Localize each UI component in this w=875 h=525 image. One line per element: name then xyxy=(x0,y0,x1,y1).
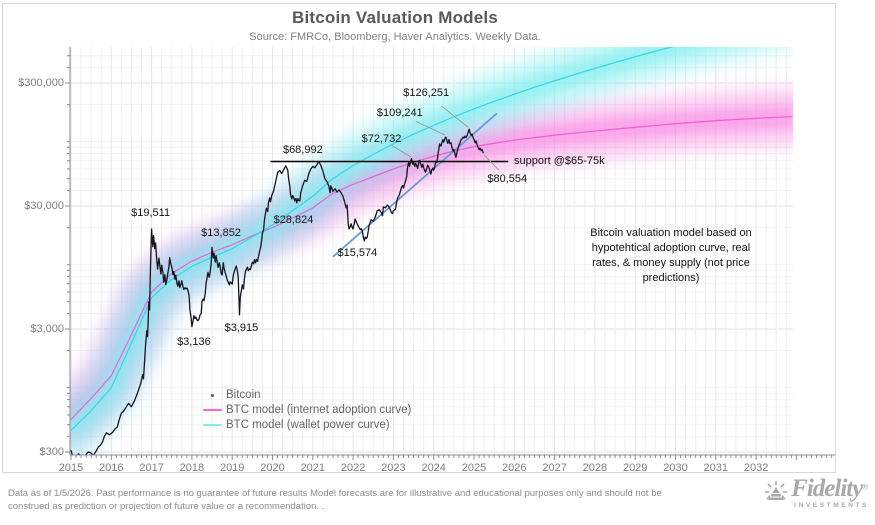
leader-lines xyxy=(391,105,500,171)
legend-item: BTC model (wallet power curve) xyxy=(203,417,411,432)
chart-subtitle: Source: FMRCo, Bloomberg, Haver Analytic… xyxy=(249,31,541,43)
x-axis-year-label: 2027 xyxy=(542,462,567,474)
price-annotation: $72,732 xyxy=(361,132,402,145)
x-axis-year-label: 2023 xyxy=(381,462,406,474)
x-axis-year-label: 2018 xyxy=(179,462,205,474)
x-axis-year-label: 2025 xyxy=(461,462,487,474)
price-annotation: $80,554 xyxy=(487,173,528,186)
axes xyxy=(65,47,835,460)
legend-dot-marker xyxy=(203,390,222,400)
model-note-box: Bitcoin valuation model based on hypoteh… xyxy=(578,226,764,286)
x-axis-year-label: 2017 xyxy=(139,462,164,474)
x-axis-year-label: 2024 xyxy=(421,462,446,474)
legend-label: BTC model (internet adoption curve) xyxy=(226,403,412,416)
x-axis-year-label: 2029 xyxy=(622,462,648,474)
price-annotation: $3,136 xyxy=(177,335,211,348)
x-axis-year-label: 2016 xyxy=(99,462,124,474)
x-axis-year-label: 2030 xyxy=(663,462,688,474)
x-axis-year-label: 2022 xyxy=(340,462,366,474)
disclaimer-line: Data as of 1/5/2026. Past performance is… xyxy=(8,488,662,499)
x-axis-year-label: 2026 xyxy=(502,462,527,474)
legend-item: BTC model (internet adoption curve) xyxy=(203,402,411,417)
price-annotation: $19,511 xyxy=(131,206,171,219)
model-note-line: rates, & money supply (not price xyxy=(592,257,750,269)
legend-line-swatch xyxy=(203,423,222,426)
x-axis-year-label: 2019 xyxy=(219,462,245,474)
trend-line xyxy=(332,112,498,258)
fidelity-brand-text: Fidelity xyxy=(791,475,863,502)
price-annotation: $109,241 xyxy=(376,106,423,119)
y-axis-tick-label: $300 xyxy=(39,446,64,458)
figure-border xyxy=(2,3,836,473)
y-axis-tick-label: $300,000 xyxy=(18,77,64,89)
x-axis-year-label: 2031 xyxy=(703,462,729,474)
price-annotation: $126,251 xyxy=(403,87,450,100)
fidelity-logo-text: Fidelity® INVESTMENTS xyxy=(791,475,869,509)
disclaimer-text: Data as of 1/5/2026. Past performance is… xyxy=(8,487,662,513)
bitcoin-price-line xyxy=(70,128,484,455)
price-annotation: $15,574 xyxy=(337,247,378,260)
model-note-line: Bitcoin valuation model based on xyxy=(590,227,752,239)
model-bands xyxy=(70,47,793,455)
y-axis-tick-label: $30,000 xyxy=(24,200,64,212)
x-axis-year-label: 2032 xyxy=(743,462,769,474)
chart-legend: Bitcoin BTC model (internet adoption curv… xyxy=(203,387,411,432)
x-axis-year-label: 2015 xyxy=(58,462,84,474)
model-note-line: hypotehtical adoption curve, real xyxy=(591,242,751,254)
price-annotation: $28,824 xyxy=(273,214,314,227)
price-annotation: $3,915 xyxy=(224,321,259,334)
legend-item: Bitcoin xyxy=(203,387,411,402)
chart-title: Bitcoin Valuation Models xyxy=(292,8,498,27)
price-annotation: $13,852 xyxy=(201,227,241,240)
legend-label: BTC model (wallet power curve) xyxy=(226,418,390,431)
legend-line-swatch xyxy=(203,408,222,411)
registered-mark: ® xyxy=(862,482,869,492)
fidelity-investments-text: INVESTMENTS xyxy=(794,502,869,509)
title-block: Bitcoin Valuation Models Source: FMRCo, … xyxy=(0,8,790,43)
price-annotation: $68,992 xyxy=(282,143,323,156)
x-axis-year-label: 2021 xyxy=(300,462,326,474)
legend-label: Bitcoin xyxy=(226,388,261,401)
fidelity-pyramid-icon xyxy=(765,481,788,500)
model-note-line: predictions) xyxy=(642,272,700,284)
y-axis-tick-label: $3,000 xyxy=(30,323,64,335)
fidelity-logo: Fidelity® INVESTMENTS xyxy=(764,475,869,509)
support-line-label: support @$65-75k xyxy=(514,155,605,167)
x-axis-year-label: 2020 xyxy=(260,462,285,474)
disclaimer-line: construed as prediction or projection of… xyxy=(8,501,325,512)
x-axis-year-label: 2028 xyxy=(582,462,608,474)
